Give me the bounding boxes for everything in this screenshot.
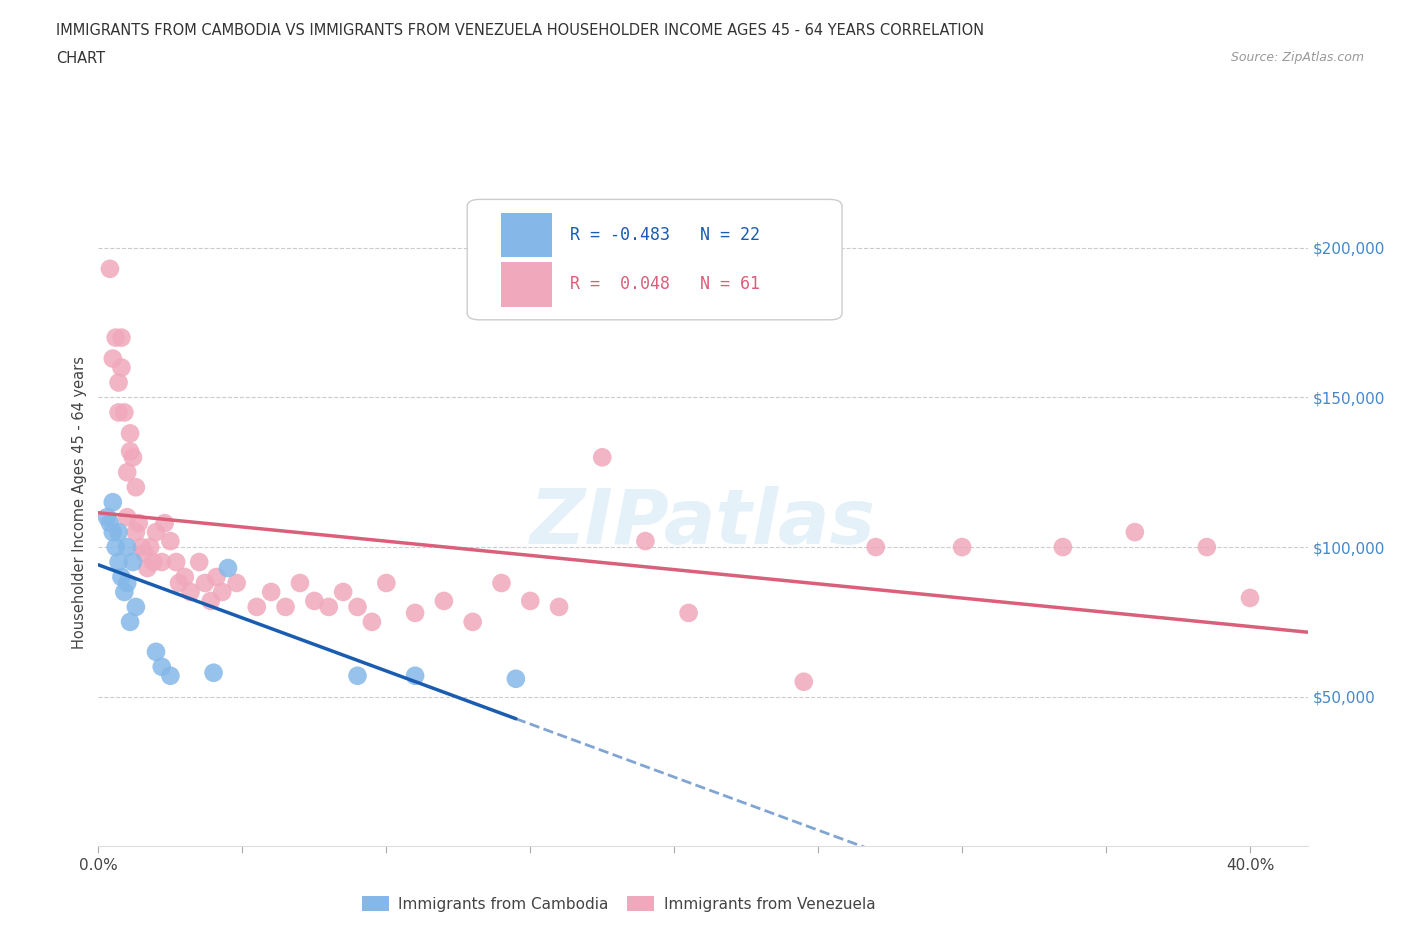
Point [145,525,167,539]
Point [142,554,165,569]
Point [104,330,127,345]
Point [131,539,153,554]
Point [115,510,138,525]
Point [101,525,124,539]
Point [159,534,181,549]
Point [188,554,211,569]
Point [122,554,145,569]
Point [1123,525,1146,539]
Point [548,600,571,615]
Point [150,554,173,569]
Point [505,671,527,686]
Point [246,600,269,615]
Text: CHART: CHART [56,51,105,66]
Point [194,576,217,591]
Text: R =  0.048   N = 61: R = 0.048 N = 61 [569,275,761,293]
Point [122,450,145,465]
Point [165,554,187,569]
Point [461,615,484,630]
Point [120,444,142,458]
Text: IMMIGRANTS FROM CAMBODIA VS IMMIGRANTS FROM VENEZUELA HOUSEHOLDER INCOME AGES 45: IMMIGRANTS FROM CAMBODIA VS IMMIGRANTS F… [56,23,984,38]
FancyBboxPatch shape [501,213,553,258]
Point [332,585,354,600]
Point [110,330,132,345]
Point [288,576,311,591]
Point [211,585,233,600]
Point [153,516,176,531]
Point [200,593,222,608]
Point [125,525,148,539]
Point [107,554,129,569]
Point [96,510,118,525]
Text: R = -0.483   N = 22: R = -0.483 N = 22 [569,226,761,244]
Point [104,539,127,554]
Point [167,576,190,591]
Y-axis label: Householder Income Ages 45 - 64 years: Householder Income Ages 45 - 64 years [72,355,87,649]
Point [107,405,129,419]
Point [433,593,456,608]
Point [150,659,173,674]
Point [865,539,887,554]
Point [634,534,657,549]
Point [128,516,150,531]
Point [107,525,129,539]
Point [101,352,124,366]
Text: Source: ZipAtlas.com: Source: ZipAtlas.com [1230,51,1364,64]
Point [375,576,398,591]
Point [101,495,124,510]
Point [404,605,426,620]
Point [260,585,283,600]
Point [591,450,613,465]
Point [134,546,156,561]
Point [107,375,129,390]
Point [180,585,202,600]
Point [205,569,228,584]
Point [346,669,368,684]
Point [115,539,138,554]
Point [136,561,159,576]
Point [98,516,121,531]
Point [1052,539,1074,554]
Point [519,593,541,608]
Point [793,674,815,689]
FancyBboxPatch shape [467,199,842,320]
Point [678,605,700,620]
Point [346,600,368,615]
Point [217,561,239,576]
Point [112,405,135,419]
Point [491,576,513,591]
Point [120,426,142,441]
Point [115,576,138,591]
Point [112,585,135,600]
Point [120,615,142,630]
Point [202,665,225,680]
Point [125,480,148,495]
Point [173,569,195,584]
Point [1239,591,1261,605]
Point [115,465,138,480]
Point [139,539,162,554]
Point [110,569,132,584]
Point [318,600,340,615]
Point [274,600,297,615]
Point [145,644,167,659]
Point [159,669,181,684]
Point [98,261,121,276]
Point [404,669,426,684]
Point [225,576,247,591]
FancyBboxPatch shape [501,261,553,307]
Point [304,593,326,608]
Point [950,539,973,554]
Point [110,360,132,375]
Text: ZIPatlas: ZIPatlas [530,485,876,560]
Point [1195,539,1218,554]
Point [125,600,148,615]
Point [361,615,384,630]
Legend: Immigrants from Cambodia, Immigrants from Venezuela: Immigrants from Cambodia, Immigrants fro… [356,890,882,918]
